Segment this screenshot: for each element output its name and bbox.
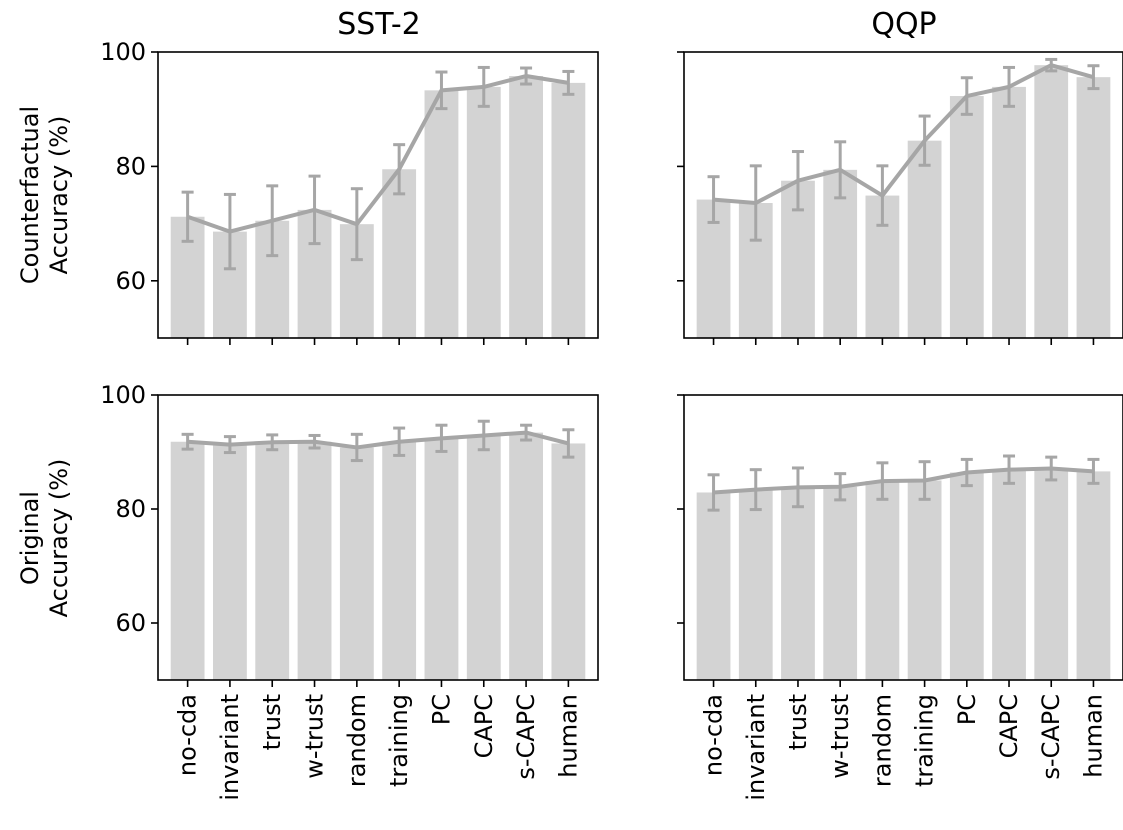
bar-PC xyxy=(949,472,984,680)
bar-random xyxy=(339,447,374,680)
plot-frame xyxy=(157,51,599,339)
bar-w-trust xyxy=(823,486,858,680)
y-tick-label: 80 xyxy=(115,495,146,523)
x-tick-label-PC: PC xyxy=(953,694,981,725)
bar-invariant xyxy=(213,444,247,680)
plot-frame xyxy=(157,394,599,681)
x-tick-label-no-cda: no-cda xyxy=(700,694,728,776)
x-tick-label-w-trust: w-trust xyxy=(301,694,329,779)
bar-no-cda xyxy=(696,492,731,680)
bar-PC xyxy=(424,438,459,680)
bar-trust xyxy=(255,442,290,680)
panel-qqp-counterfactual xyxy=(677,51,1123,345)
bar-training xyxy=(382,441,417,680)
bar-human xyxy=(551,82,586,338)
panel-qqp-original: no-cda invariant trust w-trust random trainin… xyxy=(677,394,1123,801)
bar-training xyxy=(907,480,942,680)
x-tick-label-human: human xyxy=(1079,694,1107,778)
x-tick-label-random: random xyxy=(868,694,896,787)
bar-training xyxy=(907,140,942,338)
bar-invariant xyxy=(738,489,773,680)
x-tick-label-invariant: invariant xyxy=(742,694,770,801)
x-tick-label-PC: PC xyxy=(427,694,455,725)
x-tick-label-trust: trust xyxy=(258,694,286,750)
error-bar-no-cda xyxy=(707,175,720,224)
y-tick-label: 100 xyxy=(100,381,146,409)
column-title-sst2: SST-2 xyxy=(337,7,421,42)
row-label-original-line2: Accuracy (%) xyxy=(45,459,73,618)
bar-s-CAPC xyxy=(509,432,543,680)
column-title-qqp: QQP xyxy=(871,7,936,42)
series-line xyxy=(713,63,1094,206)
y-tick-label: 60 xyxy=(115,267,146,295)
plot-frame xyxy=(683,394,1123,681)
row-label-original-line1: Original xyxy=(16,491,44,585)
bar-CAPC xyxy=(992,86,1026,338)
bar-PC xyxy=(949,96,984,338)
bar-human xyxy=(551,443,586,680)
bar-random xyxy=(865,481,900,680)
bar-s-CAPC xyxy=(1034,65,1069,338)
x-tick-label-invariant: invariant xyxy=(216,694,244,801)
bar-trust xyxy=(781,487,815,680)
bar-training xyxy=(382,169,417,338)
x-tick-label-s-CAPC: s-CAPC xyxy=(1037,694,1065,780)
bar-no-cda xyxy=(170,441,205,680)
panel-sst2-original: 60 80 100 no-cda invariant trust w-trust random… xyxy=(100,381,599,801)
x-tick-label-s-CAPC: s-CAPC xyxy=(512,694,540,780)
series-line xyxy=(713,466,1094,495)
bar-w-trust xyxy=(297,441,332,680)
x-tick-label-training: training xyxy=(385,694,413,787)
row-label-counterfactual-line1: Counterfactual xyxy=(16,106,44,284)
series-line xyxy=(187,430,569,450)
panels: 60 80 100 60 80 100 no-cda invariant trust w-trus… xyxy=(100,38,1123,801)
bar-CAPC xyxy=(992,469,1026,680)
bar-human xyxy=(1076,471,1111,680)
y-tick-label: 100 xyxy=(100,38,146,66)
x-tick-label-random: random xyxy=(343,694,371,787)
panel-sst2-counterfactual: 60 80 100 xyxy=(100,38,599,345)
bar-s-CAPC xyxy=(1034,468,1069,680)
bar-PC xyxy=(424,90,459,338)
x-tick-label-no-cda: no-cda xyxy=(174,694,202,776)
row-label-counterfactual-line2: Accuracy (%) xyxy=(45,116,73,275)
series-line xyxy=(186,74,569,234)
bar-s-CAPC xyxy=(509,76,543,339)
bar-CAPC xyxy=(466,86,501,338)
x-tick-label-w-trust: w-trust xyxy=(826,694,854,779)
y-tick-label: 60 xyxy=(115,609,146,637)
bar-CAPC xyxy=(466,435,501,680)
x-tick-label-trust: trust xyxy=(784,694,812,750)
bar-human xyxy=(1076,77,1111,338)
x-tick-label-training: training xyxy=(911,694,939,787)
plot-frame xyxy=(683,51,1123,339)
x-tick-label-human: human xyxy=(554,694,582,778)
y-tick-label: 80 xyxy=(115,152,146,180)
x-tick-label-CAPC: CAPC xyxy=(470,694,498,758)
x-tick-label-CAPC: CAPC xyxy=(995,694,1023,758)
